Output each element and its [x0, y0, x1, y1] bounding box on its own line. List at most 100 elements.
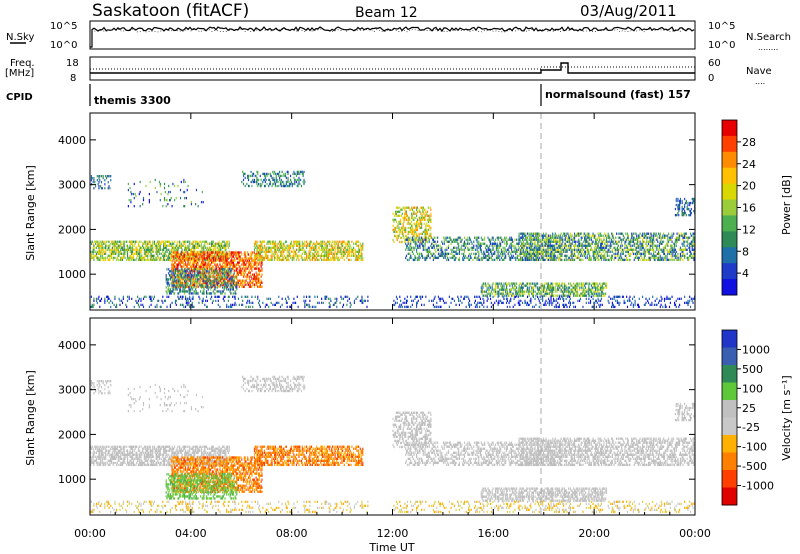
power-cell [193, 253, 195, 256]
power-cell [313, 305, 315, 309]
power-cell [518, 240, 520, 243]
power-cell [186, 301, 188, 305]
power-cell [243, 253, 245, 256]
power-cell [150, 254, 152, 258]
power-cell [122, 248, 124, 251]
power-cell [194, 272, 196, 275]
power-cell [413, 222, 415, 226]
power-cell [477, 236, 479, 239]
power-cell [265, 252, 267, 256]
power-cell [430, 214, 432, 217]
power-cell [501, 254, 503, 258]
power-cell [95, 240, 97, 243]
power-cell [107, 295, 109, 298]
power-cell [100, 250, 103, 253]
power-cell [320, 256, 322, 260]
power-cell [318, 242, 320, 245]
power-cell [346, 250, 348, 253]
power-cell [111, 252, 113, 256]
power-cell [400, 220, 402, 223]
power-cell [180, 271, 182, 274]
power-cell [268, 250, 270, 253]
power-cell [177, 263, 179, 266]
power-cell [526, 254, 529, 258]
power-cell [353, 301, 355, 305]
power-cell [425, 236, 427, 239]
power-cell [94, 246, 96, 249]
power-cell [327, 240, 329, 243]
power-cell [223, 253, 225, 256]
power-cell [274, 240, 277, 243]
power-cell [483, 290, 485, 293]
power-cell [228, 240, 230, 243]
power-cell [203, 281, 205, 284]
beam-title: Beam 12 [355, 5, 418, 21]
power-cell [414, 206, 416, 209]
power-cell [189, 259, 192, 262]
power-cell [225, 244, 227, 247]
power-cell [263, 256, 265, 260]
power-cell [347, 252, 349, 256]
power-cell [430, 236, 432, 240]
power-cell [269, 240, 271, 243]
power-cell [243, 261, 245, 264]
power-cell [134, 242, 136, 245]
power-cell [162, 205, 164, 208]
power-cell [91, 250, 93, 253]
power-cell [269, 250, 271, 253]
power-cell [405, 216, 407, 219]
power-cell [431, 254, 433, 258]
power-cell [403, 228, 405, 232]
power-cell [425, 210, 427, 213]
power-cell [177, 258, 179, 262]
power-cell [221, 277, 224, 280]
power-cell [501, 252, 503, 256]
power-cell [516, 242, 519, 245]
power-cell [501, 286, 503, 289]
power-cell [361, 258, 363, 262]
power-cell [274, 246, 276, 249]
power-cell [184, 276, 186, 279]
power-cell [173, 292, 175, 295]
power-cell [171, 275, 173, 278]
power-cell [157, 240, 159, 243]
power-cell [232, 278, 234, 281]
power-cell [149, 258, 151, 262]
power-cell [221, 265, 224, 268]
power-cell [444, 250, 446, 253]
power-cell [298, 176, 300, 180]
power-cell [398, 220, 400, 223]
power-cell [153, 295, 156, 298]
power-cell [321, 240, 324, 243]
power-cell [425, 258, 427, 262]
power-cell [484, 290, 487, 293]
power-cell [137, 303, 140, 307]
power-cell [428, 246, 430, 249]
power-cell [101, 246, 103, 249]
power-cell [271, 176, 273, 180]
power-cell [421, 206, 423, 209]
power-cell [113, 303, 115, 307]
power-cell [196, 259, 198, 262]
power-cell [197, 270, 199, 273]
power-cell [460, 240, 462, 243]
power-cell [487, 248, 489, 251]
power-cell [312, 256, 314, 260]
power-cell [279, 305, 282, 309]
power-cell [309, 299, 311, 303]
power-cell [469, 254, 471, 258]
power-cell [205, 265, 208, 268]
power-cell [547, 254, 550, 258]
power-cell [195, 244, 197, 247]
power-cell [205, 281, 207, 284]
power-cell [117, 250, 119, 253]
power-cell [271, 250, 273, 253]
power-cell [237, 273, 240, 276]
power-cell [274, 303, 277, 307]
power-cell [176, 265, 178, 268]
power-cell [200, 281, 202, 284]
power-cell [252, 279, 254, 282]
power-cell [177, 265, 179, 268]
power-cell [174, 261, 176, 264]
